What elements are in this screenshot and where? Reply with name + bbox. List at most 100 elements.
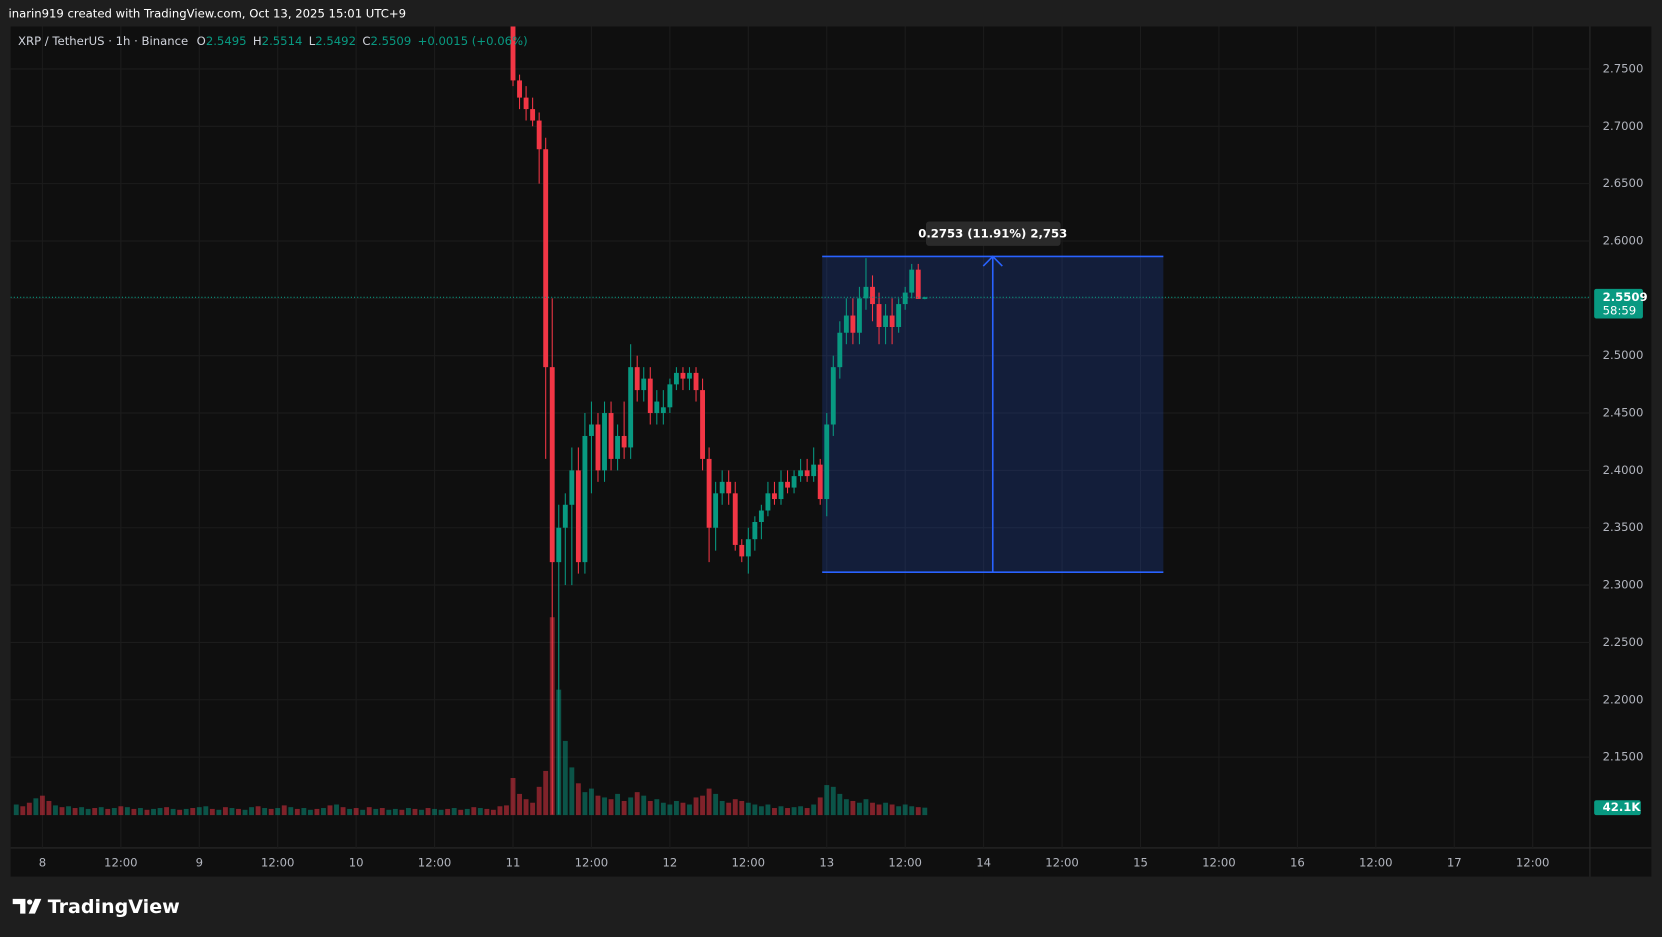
candle-body — [726, 481, 732, 494]
measure-label: 0.2753 (11.91%) 2,753 — [918, 227, 1067, 241]
x-tick-label: 12:00 — [575, 855, 609, 869]
candle-body — [804, 470, 810, 477]
volume-bar — [693, 797, 699, 816]
volume-bar — [242, 809, 248, 816]
y-tick-label: 2.1500 — [1603, 750, 1644, 764]
volume-bar — [700, 795, 705, 816]
ohlc-letter: H — [253, 34, 262, 48]
candle-body — [667, 384, 673, 408]
volume-bar — [896, 806, 902, 816]
volume-bar — [157, 808, 163, 816]
volume-bar — [582, 792, 588, 816]
candle-body — [850, 315, 856, 333]
volume-bar — [517, 793, 522, 816]
candle-body — [785, 481, 790, 488]
volume-bar — [778, 806, 784, 816]
volume-bar — [39, 795, 45, 816]
candle-body — [536, 120, 542, 150]
volume-bar — [713, 793, 719, 816]
volume-bar — [294, 808, 300, 816]
ohlc-letter: O — [197, 34, 206, 48]
ohlc-value: 2.5495 — [206, 34, 247, 48]
volume-bar — [785, 808, 790, 816]
candle-body — [856, 298, 862, 333]
symbol: XRP / TetherUS · 1h · Binance — [18, 34, 188, 48]
volume-bar — [739, 800, 745, 816]
volume-bar — [216, 809, 222, 816]
candle-body — [510, 26, 516, 81]
y-tick-label: 2.2500 — [1603, 635, 1644, 649]
candle-body — [863, 286, 869, 299]
candle-body — [602, 413, 607, 471]
attribution: inarin919 created with TradingView.com, … — [8, 6, 406, 20]
x-tick-label: 15 — [1133, 855, 1148, 869]
volume-bar — [641, 795, 647, 816]
volume-bar — [281, 805, 287, 816]
volume-bar — [262, 808, 268, 816]
volume-bar — [870, 802, 875, 816]
x-tick-label: 12:00 — [1202, 855, 1236, 869]
volume-bar — [497, 806, 503, 816]
volume-bar — [732, 799, 738, 816]
y-tick-label: 2.7000 — [1603, 119, 1644, 133]
volume-bar — [118, 806, 124, 816]
volume-bar — [432, 808, 438, 816]
volume-bar — [530, 802, 536, 816]
candle-body — [634, 367, 640, 391]
volume-bar — [438, 809, 444, 816]
volume-bar — [124, 807, 130, 816]
candle-body — [582, 435, 588, 563]
volume-bar — [536, 786, 542, 816]
volume-bar — [647, 800, 653, 816]
volume-bar — [170, 808, 176, 816]
volume-bar — [268, 808, 274, 816]
volume-bar — [863, 799, 869, 816]
candle-body — [706, 458, 712, 528]
volume-bar — [889, 804, 895, 816]
volume-bar — [811, 804, 817, 816]
volume-bar — [249, 807, 254, 816]
volume-bar — [830, 786, 836, 816]
candle-body — [902, 292, 908, 305]
volume-bar — [360, 809, 366, 816]
volume-bar — [92, 808, 98, 816]
volume-bar — [451, 808, 457, 816]
volume-bar — [13, 804, 19, 816]
x-tick-label: 11 — [506, 855, 521, 869]
volume-bar — [589, 788, 594, 816]
volume-bar — [602, 797, 607, 816]
candle-body — [595, 424, 601, 471]
footer-logo: TradingView — [12, 896, 180, 918]
volume-bar — [392, 808, 398, 816]
volume-bar — [772, 808, 777, 816]
volume-bar — [26, 802, 32, 816]
candle-body — [811, 464, 817, 477]
candle-body — [693, 372, 699, 391]
volume-bar — [20, 806, 26, 816]
volume-bar — [504, 805, 509, 816]
candle-body — [876, 304, 882, 328]
candle-body — [713, 493, 719, 528]
volume-bar — [373, 808, 379, 816]
volume-bar — [85, 808, 91, 816]
x-tick-label: 8 — [39, 855, 46, 869]
volume-bar — [909, 806, 915, 816]
ohlc-value: 2.5509 — [371, 34, 412, 48]
y-tick-label: 2.5000 — [1603, 348, 1644, 362]
x-tick-label: 12:00 — [1516, 855, 1550, 869]
volume-bar — [543, 770, 549, 816]
volume-label-box — [1594, 800, 1641, 816]
candle-body — [772, 493, 777, 500]
volume-bar — [72, 808, 78, 816]
y-tick-label: 2.7500 — [1603, 61, 1644, 75]
volume-bar — [66, 806, 71, 816]
candle-body — [719, 481, 725, 494]
candle-body — [517, 80, 522, 98]
logo-dot — [27, 899, 33, 905]
volume-bar — [843, 799, 849, 816]
volume-bar — [510, 778, 516, 816]
candle-body — [870, 286, 875, 305]
volume-bar — [425, 808, 431, 816]
volume-bar — [98, 807, 104, 816]
